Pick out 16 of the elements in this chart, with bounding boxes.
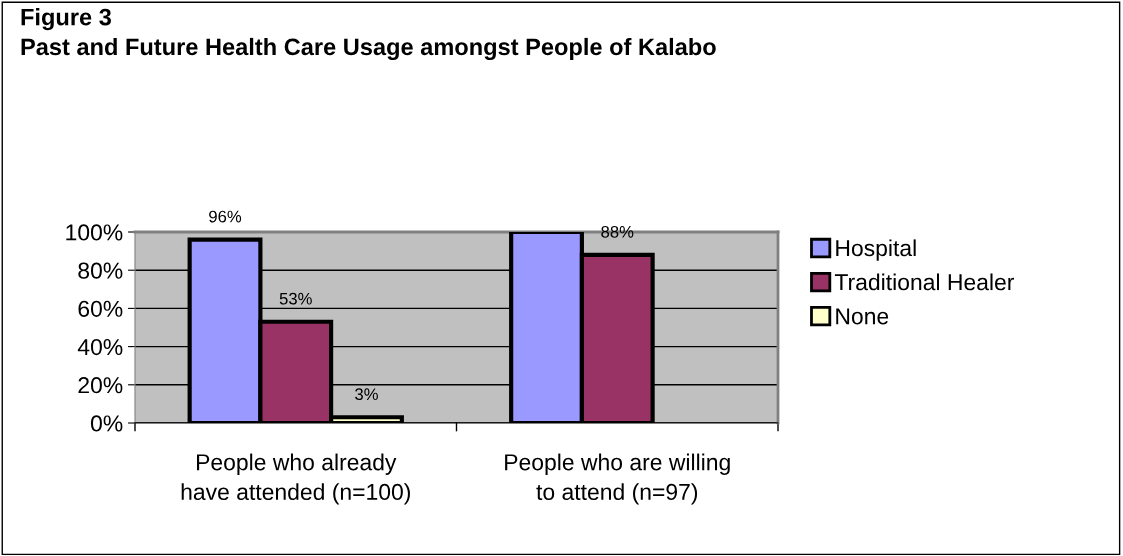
y-tick-label: 20% [78,377,123,394]
y-tick-label: 100% [66,224,123,241]
x-tick-label: People who are willing to attend (n=97) [505,453,730,505]
y-tick-label: 60% [78,300,123,317]
data-label: 53% [279,292,312,305]
y-tick-label: 0% [90,415,123,432]
data-label: 96% [209,210,242,223]
data-label: 3% [355,388,378,401]
legend-label: None [836,308,889,325]
x-tick-label: People who already have attended (n=100) [181,453,410,505]
legend-label: Traditional Healer [834,273,1015,291]
y-tick-label: 40% [77,338,123,356]
chart-title: Figure 3 Past and Future Health Care Usage amongst People of Kalabo [21,8,716,60]
data-label: 88% [601,225,634,238]
legend-label: Hospital [836,239,916,261]
y-tick-label: 80% [78,262,123,279]
